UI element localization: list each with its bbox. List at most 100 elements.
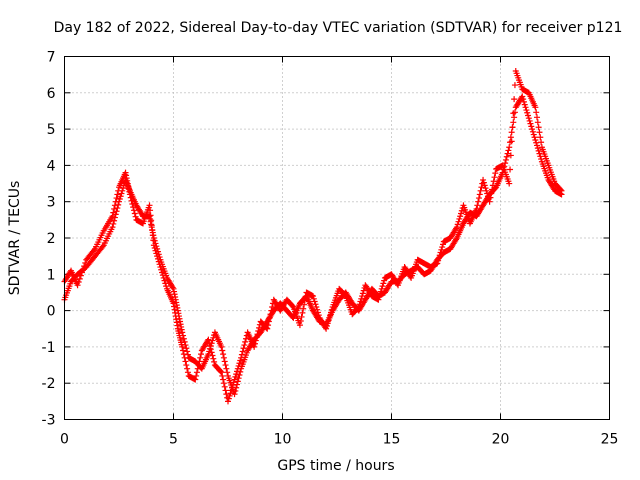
data-point-marker xyxy=(129,200,136,207)
axis-ticks: 0 5 10 15 20 25 -3 -2 -1 0 1 2 3 4 5 6 7 xyxy=(42,50,619,448)
data-point-marker xyxy=(225,398,231,405)
data-point-marker xyxy=(237,357,244,364)
data-point-marker xyxy=(78,269,85,276)
data-point-marker xyxy=(226,392,233,399)
data-point-marker xyxy=(252,337,259,344)
data-point-marker xyxy=(289,303,296,310)
data-point-marker xyxy=(379,283,386,290)
data-point-marker xyxy=(315,312,322,319)
data-point-marker xyxy=(207,346,214,353)
data-point-marker xyxy=(377,288,384,295)
data-point-marker xyxy=(356,301,363,308)
data-point-marker xyxy=(255,328,262,335)
data-point-marker xyxy=(254,331,261,338)
data-point-marker xyxy=(159,272,166,279)
data-point-marker xyxy=(238,354,245,361)
data-point-marker xyxy=(233,368,240,375)
data-point-marker xyxy=(476,191,483,198)
data-point-marker xyxy=(162,280,169,287)
data-point-marker xyxy=(488,190,495,197)
y-tick-label: 6 xyxy=(47,86,56,102)
data-point-marker xyxy=(234,378,241,385)
data-point-marker xyxy=(558,187,565,194)
data-point-marker xyxy=(438,246,445,253)
data-point-marker xyxy=(240,345,247,352)
data-point-marker xyxy=(376,293,383,300)
data-point-marker xyxy=(231,376,238,383)
data-point-marker xyxy=(195,362,202,369)
data-point-marker xyxy=(111,205,118,212)
data-point-marker xyxy=(193,369,200,376)
data-point-marker xyxy=(475,198,482,205)
data-point-marker xyxy=(357,298,364,305)
data-point-marker xyxy=(359,293,366,300)
y-tick-label: 3 xyxy=(47,195,56,211)
data-point-marker xyxy=(109,213,116,220)
data-point-marker xyxy=(508,129,515,136)
data-point-marker xyxy=(327,312,334,319)
data-point-marker xyxy=(526,117,533,124)
data-point-marker xyxy=(341,292,348,299)
data-point-marker xyxy=(117,193,124,200)
data-point-marker xyxy=(266,314,273,321)
data-point-marker xyxy=(238,351,245,358)
data-point-marker xyxy=(537,134,544,141)
data-point-marker xyxy=(242,338,249,345)
data-point-marker xyxy=(225,395,232,402)
data-point-marker xyxy=(218,369,225,376)
data-point-marker xyxy=(111,217,118,224)
data-point-marker xyxy=(435,254,442,261)
data-point-marker xyxy=(475,195,482,202)
data-point-marker xyxy=(507,152,514,159)
data-point-marker xyxy=(127,194,134,201)
data-point-marker xyxy=(511,82,518,89)
data-point-marker xyxy=(152,247,159,254)
data-point-marker xyxy=(206,339,213,346)
data-point-marker xyxy=(557,186,564,193)
data-point-marker xyxy=(235,375,242,382)
data-point-marker xyxy=(221,383,228,390)
data-point-marker xyxy=(524,109,531,116)
data-point-marker xyxy=(183,362,190,369)
data-point-marker xyxy=(299,309,306,316)
data-point-marker xyxy=(511,96,518,103)
data-point-marker xyxy=(229,384,236,391)
data-point-marker xyxy=(301,297,308,304)
data-point-marker xyxy=(130,204,137,211)
data-point-marker xyxy=(154,255,161,262)
data-point-marker xyxy=(457,210,464,217)
data-point-marker xyxy=(241,342,248,349)
data-point-marker xyxy=(179,343,186,350)
data-point-marker xyxy=(207,342,214,349)
data-point-marker xyxy=(538,139,545,146)
data-point-marker xyxy=(435,257,442,264)
y-tick-label: 0 xyxy=(47,304,56,320)
data-point-marker xyxy=(154,253,161,260)
data-point-marker xyxy=(310,295,317,302)
data-point-marker xyxy=(236,360,243,367)
data-point-marker xyxy=(179,329,186,336)
data-point-marker xyxy=(354,304,361,311)
data-point-marker xyxy=(455,218,462,225)
data-point-marker xyxy=(265,318,272,325)
data-point-marker xyxy=(378,285,385,292)
data-point-marker xyxy=(487,194,494,201)
data-point-marker xyxy=(536,129,543,136)
data-point-marker xyxy=(505,147,512,154)
data-point-marker xyxy=(310,293,317,300)
data-point-marker xyxy=(532,136,539,143)
data-point-marker xyxy=(535,124,542,131)
data-point-marker xyxy=(483,187,490,194)
x-tick-label: 0 xyxy=(60,432,69,448)
data-point-marker xyxy=(155,258,162,265)
data-point-marker xyxy=(205,351,212,358)
data-point-marker xyxy=(224,369,231,376)
data-point-marker xyxy=(235,362,242,369)
data-point-marker xyxy=(112,198,119,205)
data-point-marker xyxy=(220,354,227,361)
data-point-marker xyxy=(301,301,308,308)
data-point-marker xyxy=(111,202,118,209)
data-point-marker xyxy=(128,197,135,204)
data-point-marker xyxy=(297,318,304,325)
data-point-marker xyxy=(268,307,275,314)
